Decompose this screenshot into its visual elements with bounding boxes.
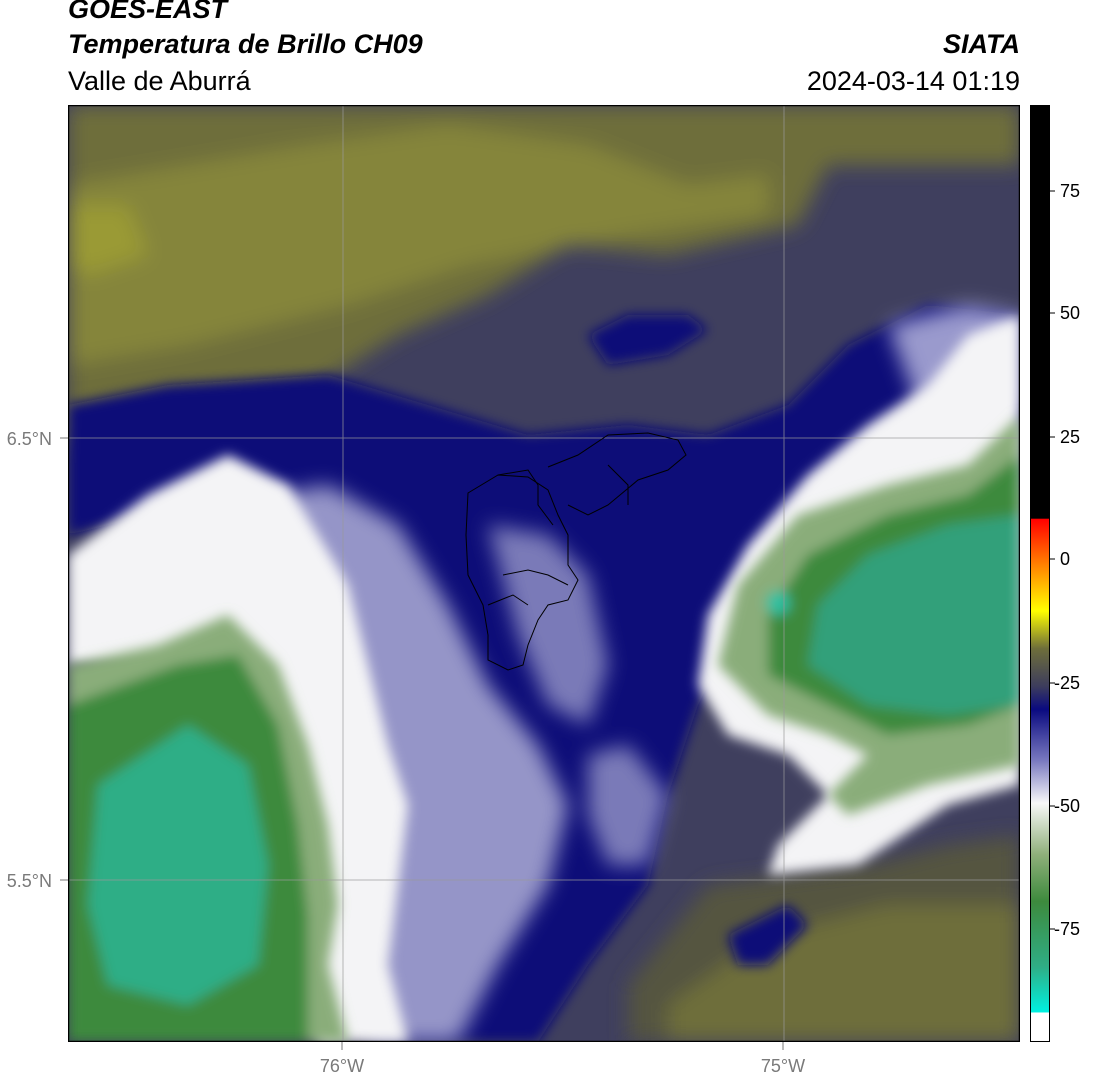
colorbar-tick-neg25: -25 bbox=[1054, 673, 1080, 693]
satellite-title: GOES-EAST bbox=[68, 0, 228, 24]
colorbar-tick-25: 25 bbox=[1060, 427, 1080, 447]
colorbar-tick-0: 0 bbox=[1060, 549, 1070, 569]
product-title: Temperatura de Brillo CH09 bbox=[68, 29, 423, 59]
lon-label-76w: 76°W bbox=[320, 1056, 364, 1076]
colorbar-tick-75: 75 bbox=[1060, 181, 1080, 201]
olive-region-southeast bbox=[628, 835, 1020, 1042]
colorbar-tick-neg75: -75 bbox=[1054, 919, 1080, 939]
colorbar-tick-neg50: -50 bbox=[1054, 796, 1080, 816]
colorbar-ticks: 75 50 25 0 -25 -50 -75 bbox=[1050, 181, 1080, 939]
municipality-boundaries bbox=[465, 432, 687, 671]
brightness-temperature-map bbox=[68, 105, 1020, 1042]
cold-cloud-top-east bbox=[718, 415, 1020, 815]
graticule bbox=[68, 105, 1020, 1042]
lat-label-5-5n: 5.5°N bbox=[7, 871, 52, 891]
olive-region-north bbox=[68, 105, 1020, 445]
region-label: Valle de Aburrá bbox=[68, 66, 251, 96]
colorbar-tick-50: 50 bbox=[1060, 303, 1080, 323]
colorbar bbox=[1030, 105, 1050, 1042]
datetime-label: 2024-03-14 01:19 bbox=[806, 66, 1020, 96]
cold-cloud-top-west bbox=[68, 615, 348, 1042]
lat-label-6-5n: 6.5°N bbox=[7, 429, 52, 449]
map-frame bbox=[68, 105, 1020, 1042]
agency-label: SIATA bbox=[943, 29, 1020, 59]
lon-label-75w: 75°W bbox=[761, 1056, 805, 1076]
